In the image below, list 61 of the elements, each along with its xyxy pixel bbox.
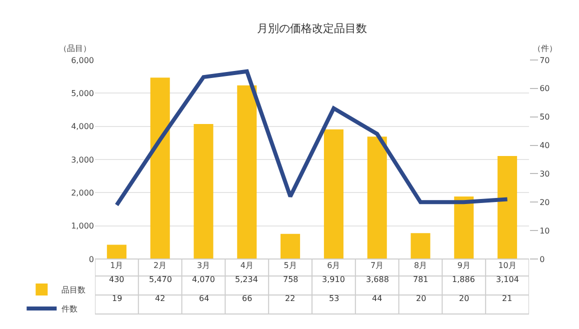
y-tick-label: 0: [88, 254, 94, 264]
x-tick-label: 5月: [284, 261, 297, 270]
bar: [194, 124, 214, 259]
data-label: 3,688: [366, 275, 389, 284]
data-label: 20: [459, 294, 470, 303]
bar: [498, 156, 518, 259]
x-tick-label: 10月: [498, 261, 516, 270]
y2-tick-label: 10: [540, 226, 550, 236]
data-label: 21: [502, 294, 512, 303]
y2-tick-label: 20: [540, 198, 550, 207]
data-label: 64: [199, 294, 210, 303]
bar: [410, 233, 430, 259]
bar: [280, 234, 300, 259]
y-tick-label: 3,000: [71, 155, 94, 164]
x-tick-label: 2月: [154, 261, 167, 270]
legend-label: 品目数: [62, 286, 86, 295]
data-label: 781: [413, 275, 428, 284]
data-label: 430: [109, 275, 124, 284]
data-label: 758: [283, 275, 298, 284]
y2-tick-label: 60: [540, 84, 550, 94]
y2-tick-label: 0: [540, 254, 545, 264]
data-label: 3,910: [322, 275, 345, 284]
bar: [150, 78, 170, 259]
data-label: 66: [242, 294, 252, 303]
data-label: 44: [372, 294, 382, 303]
data-label: 19: [112, 294, 122, 303]
y2-tick-label: 30: [540, 170, 550, 179]
y2-tick-label: 50: [540, 112, 550, 122]
bar: [106, 244, 126, 259]
data-label: 20: [416, 294, 426, 303]
y2-tick-label: 40: [540, 141, 550, 150]
data-label: 1,886: [452, 275, 475, 284]
chart-title: 月別の価格改定品目数: [257, 22, 367, 35]
x-tick-label: 9月: [457, 261, 470, 270]
bar: [454, 196, 474, 259]
legend-label: 件数: [62, 304, 78, 314]
data-label: 53: [329, 294, 340, 303]
data-label: 5,470: [149, 275, 172, 284]
y-axis-title: （品目）: [59, 44, 91, 53]
bar: [324, 129, 344, 259]
data-label: 5,234: [235, 275, 258, 284]
y2-tick-label: 70: [540, 56, 550, 65]
x-tick-label: 4月: [240, 261, 254, 270]
bar: [367, 136, 387, 259]
line-series: [114, 69, 510, 207]
x-tick-label: 1月: [110, 261, 124, 270]
data-label: 3,104: [496, 275, 519, 284]
y-tick-label: 1,000: [71, 222, 94, 231]
x-tick-label: 8月: [414, 261, 428, 270]
y-tick-label: 4,000: [71, 122, 94, 132]
x-tick-label: 6月: [327, 261, 340, 270]
y2-axis-title: （件）: [533, 44, 557, 53]
y-tick-label: 2,000: [71, 188, 94, 198]
bar: [237, 85, 257, 259]
x-tick-label: 3月: [196, 261, 210, 270]
y-tick-label: 5,000: [71, 88, 94, 98]
data-label: 4,070: [192, 275, 215, 284]
y-tick-label: 6,000: [71, 56, 94, 65]
data-label: 42: [155, 294, 166, 303]
x-tick-label: 7月: [370, 261, 384, 270]
data-label: 22: [285, 294, 296, 303]
